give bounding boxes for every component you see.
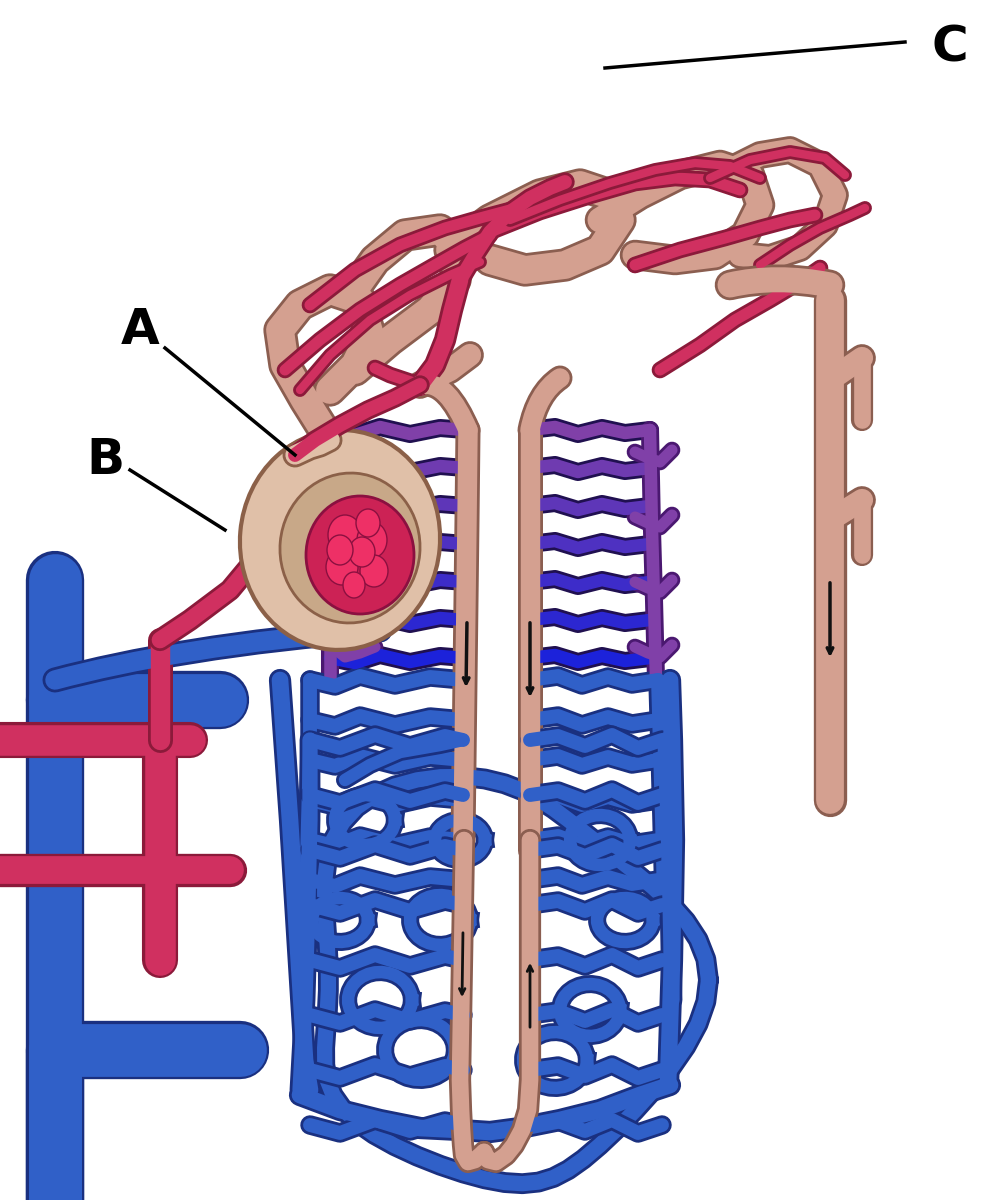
Text: A: A <box>120 306 159 354</box>
Ellipse shape <box>360 554 387 587</box>
Ellipse shape <box>328 515 362 554</box>
Ellipse shape <box>349 538 375 566</box>
Ellipse shape <box>326 550 358 584</box>
Ellipse shape <box>306 496 413 614</box>
Text: C: C <box>931 24 968 72</box>
Ellipse shape <box>356 509 379 538</box>
Ellipse shape <box>280 473 419 623</box>
Ellipse shape <box>343 572 365 598</box>
Ellipse shape <box>327 535 353 565</box>
Ellipse shape <box>357 522 386 558</box>
Ellipse shape <box>240 430 439 650</box>
Text: B: B <box>86 436 124 484</box>
